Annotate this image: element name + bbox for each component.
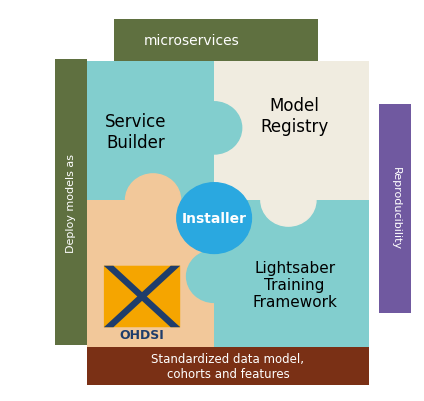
- FancyBboxPatch shape: [87, 62, 214, 200]
- Circle shape: [126, 174, 181, 227]
- Polygon shape: [104, 266, 180, 327]
- Text: Reproducibility: Reproducibility: [391, 167, 400, 250]
- Text: Deploy models as: Deploy models as: [66, 153, 76, 252]
- Text: Lightsaber
Training
Framework: Lightsaber Training Framework: [252, 260, 337, 310]
- Circle shape: [177, 183, 251, 254]
- Polygon shape: [104, 266, 180, 327]
- Text: Service
Builder: Service Builder: [105, 113, 167, 152]
- Text: Model
Registry: Model Registry: [261, 97, 329, 136]
- FancyBboxPatch shape: [87, 347, 369, 385]
- Polygon shape: [104, 266, 180, 327]
- Polygon shape: [104, 266, 180, 327]
- FancyBboxPatch shape: [87, 200, 214, 347]
- Circle shape: [261, 174, 316, 227]
- Text: Standardized data model,
cohorts and features: Standardized data model, cohorts and fea…: [151, 352, 304, 380]
- FancyBboxPatch shape: [214, 200, 369, 347]
- Text: Installer: Installer: [181, 212, 247, 225]
- Text: microservices: microservices: [144, 34, 240, 48]
- FancyBboxPatch shape: [214, 62, 369, 200]
- FancyBboxPatch shape: [114, 20, 318, 62]
- FancyBboxPatch shape: [104, 266, 180, 327]
- Circle shape: [187, 251, 242, 303]
- FancyBboxPatch shape: [55, 60, 87, 345]
- Circle shape: [187, 103, 242, 155]
- FancyBboxPatch shape: [379, 104, 411, 313]
- Text: OHDSI: OHDSI: [120, 328, 165, 341]
